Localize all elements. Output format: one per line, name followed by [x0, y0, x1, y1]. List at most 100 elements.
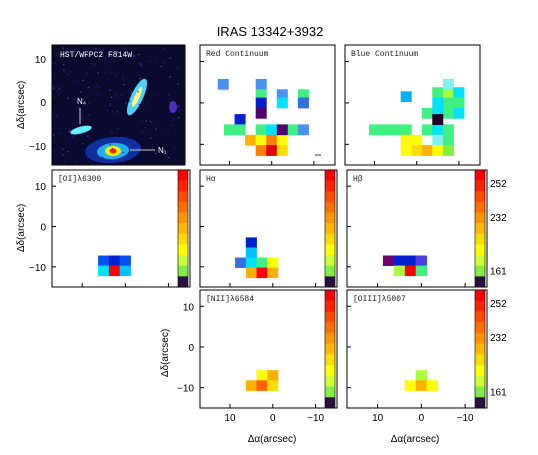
- hst-noise-pixel: [162, 62, 164, 64]
- colorbar-swatch: [325, 365, 335, 377]
- panel-label-oiii: [OIII]λ5007: [353, 295, 406, 304]
- spaxel: [442, 134, 454, 146]
- hst-noise-pixel: [88, 114, 90, 116]
- colorbar-swatch: [475, 375, 485, 387]
- hst-noise-pixel: [109, 53, 111, 56]
- frame-red: [199, 44, 336, 166]
- hst-noise-pixel: [109, 143, 111, 146]
- panel-label-ha: Hα: [206, 175, 216, 184]
- colorbar-swatch: [325, 343, 335, 355]
- colorbar-swatch: [475, 201, 485, 213]
- colorbar-swatch: [325, 332, 335, 344]
- ytick-label: −10: [29, 263, 46, 274]
- spaxel: [442, 78, 454, 90]
- hst-noise-pixel: [124, 47, 126, 49]
- hst-noise-pixel: [92, 152, 94, 154]
- panel-label-hst: HST/WFPC2 F814W: [60, 51, 132, 60]
- colorbar-swatch: [325, 300, 335, 312]
- hst-noise-pixel: [122, 77, 124, 80]
- spaxel: [245, 237, 257, 248]
- spaxel: [255, 134, 267, 146]
- hst-noise-pixel: [94, 87, 96, 89]
- ytick-hst: 0: [40, 98, 46, 109]
- ylabel-top: Δδ(arcsec): [16, 81, 27, 129]
- colorbar-swatch: [475, 386, 485, 398]
- spaxel: [119, 265, 131, 277]
- hst-noise-pixel: [112, 159, 114, 161]
- colorbar-frame: [324, 289, 336, 409]
- spaxel: [442, 124, 454, 136]
- hst-noise-pixel: [56, 90, 58, 93]
- hst-noise-pixel: [129, 93, 131, 95]
- hst-noise-pixel: [104, 105, 106, 107]
- hst-noise-pixel: [168, 156, 170, 159]
- spaxel: [98, 265, 110, 277]
- ytick-label: 10: [35, 182, 47, 193]
- colorbar-swatch: [325, 354, 335, 366]
- hst-noise-pixel: [87, 87, 89, 89]
- hst-noise-pixel: [149, 120, 152, 122]
- hst-noise-pixel: [169, 57, 172, 59]
- spaxel: [255, 145, 267, 156]
- hst-noise-pixel: [172, 118, 174, 120]
- colorbar-swatch: [325, 375, 335, 387]
- colorbar-swatch: [325, 311, 335, 323]
- hst-noise-pixel: [168, 94, 170, 96]
- colorbar-tick-label: 161: [490, 267, 507, 278]
- hst-noise-pixel: [97, 72, 99, 74]
- hst-noise-pixel: [96, 154, 98, 156]
- panel-label-oi: [OI]λ6300: [58, 175, 101, 184]
- hst-noise-pixel: [116, 111, 118, 113]
- hst-noise-pixel: [55, 63, 57, 65]
- spaxel: [442, 145, 454, 156]
- hst-noise-pixel: [121, 94, 123, 96]
- hst-noise-pixel: [140, 63, 142, 65]
- spaxel: [267, 370, 279, 381]
- spaxel: [453, 87, 465, 98]
- colorbar-ha: [324, 169, 336, 288]
- colorbar-swatch: [325, 170, 335, 181]
- hst-noise-pixel: [137, 91, 139, 93]
- spaxel: [119, 255, 131, 266]
- colorbar-swatch: [325, 255, 335, 266]
- colorbar-swatch: [178, 223, 188, 235]
- spaxel: [276, 97, 288, 109]
- panel-label-red: Red Continuum: [206, 50, 269, 59]
- hst-noise-pixel: [93, 47, 95, 49]
- panel-oiii: [OIII]λ5007 10 0 −10: [346, 289, 488, 424]
- hst-noise-pixel: [82, 143, 84, 145]
- hst-noise-pixel: [104, 57, 106, 60]
- spaxel: [400, 124, 412, 136]
- hst-noise-pixel: [117, 127, 119, 130]
- hst-noise-pixel: [67, 97, 69, 99]
- colorbar-swatch: [475, 300, 485, 312]
- spaxel: [432, 107, 444, 119]
- hst-noise-pixel: [58, 88, 60, 90]
- hst-noise-pixel: [177, 105, 179, 107]
- colorbar-swatch: [325, 290, 335, 301]
- frame-blue: [344, 44, 481, 166]
- hst-noise-pixel: [59, 132, 62, 134]
- hst-noise-pixel: [86, 157, 89, 160]
- hst-noise-pixel: [138, 54, 140, 56]
- hst-noise-pixel: [116, 51, 118, 53]
- colorbar-swatch: [475, 397, 485, 409]
- hst-noise-pixel: [80, 91, 82, 93]
- spaxel: [453, 107, 465, 119]
- colorbar-swatch: [178, 233, 188, 245]
- hst-noise-pixel: [73, 45, 75, 47]
- spaxel: [442, 107, 454, 119]
- hst-noise-pixel: [76, 80, 78, 83]
- spaxel: [276, 89, 288, 101]
- hst-noise-pixel: [117, 97, 119, 99]
- spaxel: [245, 134, 257, 146]
- hst-noise-pixel: [111, 132, 113, 134]
- colorbar-nii: [324, 289, 336, 409]
- spaxel: [369, 124, 380, 136]
- spaxel: [297, 124, 309, 136]
- xtick-label: 10: [224, 413, 236, 424]
- hst-noise-pixel: [169, 76, 171, 78]
- colorbar-swatch: [325, 191, 335, 203]
- hst-noise-pixel: [97, 94, 99, 96]
